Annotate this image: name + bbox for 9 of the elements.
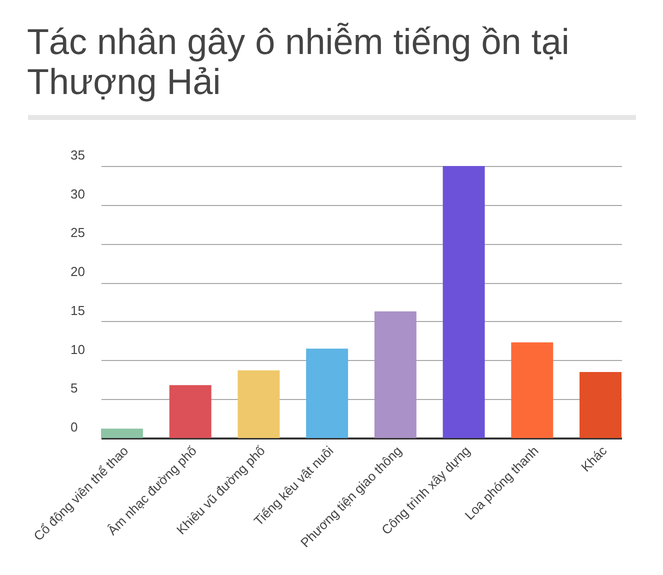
y-tick-label: 10	[70, 342, 85, 357]
y-tick-label: 0	[70, 420, 78, 434]
y-tick-label: 15	[70, 302, 85, 318]
y-tick-label: 20	[70, 264, 85, 280]
y-tick-label: 30	[70, 186, 85, 202]
y-tick-label: 5	[70, 380, 78, 396]
chart-title: Tác nhân gây ô nhiễm tiếng ồn tại Thượng Hải	[27, 21, 570, 102]
y-tick-label: 35	[70, 148, 85, 162]
y-tick-label: 25	[70, 225, 85, 240]
